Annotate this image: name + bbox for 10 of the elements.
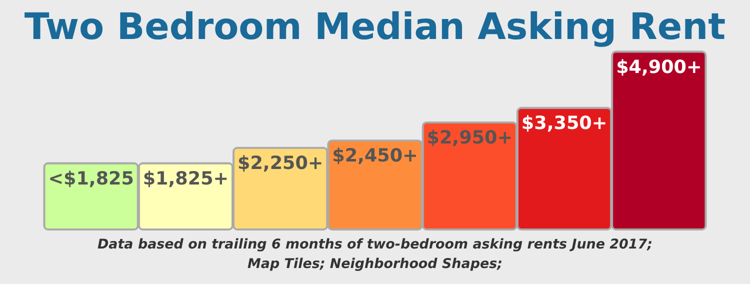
- data-label: $2,250+: [237, 152, 324, 174]
- text: Map Tiles; Neighborhood Shapes;: [248, 256, 502, 272]
- data-label: <$1,825: [48, 168, 134, 190]
- chart-title: Two Bedroom Median Asking Rent: [24, 5, 726, 48]
- data-label: $2,450+: [332, 146, 418, 167]
- data-label: $2,950+: [426, 128, 513, 149]
- data-label: $4,900+: [616, 56, 702, 78]
- text: Data based on trailing 6 months of two-bedroom asking rents June 2017;: [97, 238, 653, 253]
- data-label: $3,350+: [521, 113, 608, 134]
- data-label: $1,825+: [142, 168, 229, 190]
